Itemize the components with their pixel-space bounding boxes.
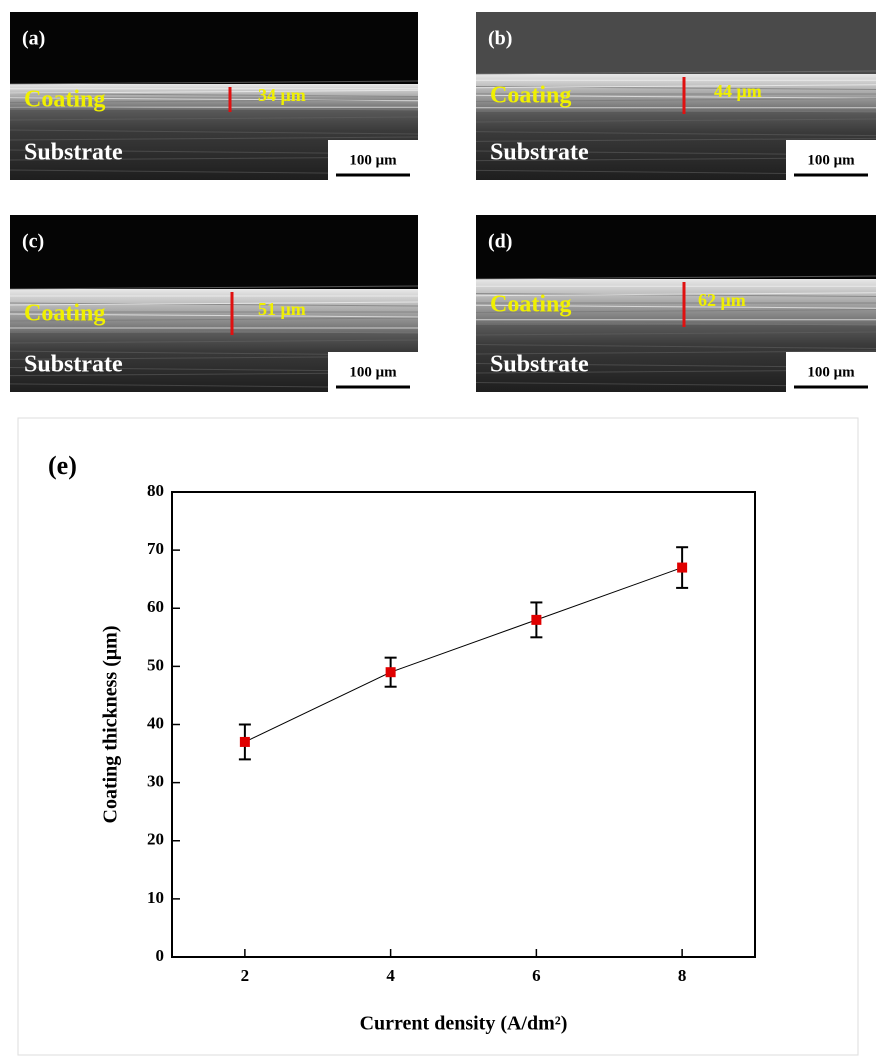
panel-label: (e) <box>48 451 77 480</box>
y-tick-label: 10 <box>147 888 164 907</box>
coating-label: Coating <box>490 83 571 109</box>
data-line <box>245 568 682 742</box>
substrate-label: Substrate <box>24 140 123 166</box>
figure: (a) Coating 34 μm Substrate 100 μm (b) Coating… <box>0 0 876 1059</box>
data-point <box>240 737 250 747</box>
y-axis-label: Coating thickness (μm) <box>100 625 122 823</box>
coating-label: Coating <box>490 292 571 318</box>
y-tick-label: 0 <box>156 946 165 965</box>
data-point <box>531 615 541 625</box>
scale-label: 100 μm <box>807 364 855 380</box>
y-tick-label: 50 <box>147 655 164 674</box>
plot-frame <box>172 492 755 957</box>
panel-label: (c) <box>22 231 44 253</box>
thickness-label: 51 μm <box>258 299 306 319</box>
x-tick-label: 6 <box>532 966 541 985</box>
panel-label: (a) <box>22 28 45 50</box>
scale-label: 100 μm <box>807 152 855 168</box>
sem-image: (b) Coating 44 μm Substrate 100 μm <box>476 12 876 180</box>
panel-label: (b) <box>488 28 512 50</box>
substrate-label: Substrate <box>24 352 123 378</box>
y-tick-label: 20 <box>147 830 164 849</box>
y-tick-label: 30 <box>147 772 164 791</box>
substrate-label: Substrate <box>490 140 589 166</box>
coating-label: Coating <box>24 87 105 113</box>
x-tick-label: 8 <box>678 966 687 985</box>
y-tick-label: 40 <box>147 713 164 732</box>
sem-image: (c) Coating 51 μm Substrate 100 μm <box>10 215 418 392</box>
scale-label: 100 μm <box>349 152 397 168</box>
data-point <box>386 667 396 677</box>
x-axis-label: Current density (A/dm²) <box>360 1013 568 1035</box>
thickness-label: 44 μm <box>714 81 762 101</box>
x-tick-label: 4 <box>386 966 395 985</box>
chart-frame <box>18 418 858 1055</box>
thickness-label: 62 μm <box>698 290 746 310</box>
data-point <box>677 563 687 573</box>
x-tick-label: 2 <box>241 966 250 985</box>
substrate-label: Substrate <box>490 352 589 378</box>
sem-image: (d) Coating 62 μm Substrate 100 μm <box>476 215 876 392</box>
panel-label: (d) <box>488 231 512 253</box>
sem-image: (a) Coating 34 μm Substrate 100 μm <box>10 12 418 180</box>
coating-label: Coating <box>24 301 105 327</box>
thickness-label: 34 μm <box>258 85 306 105</box>
y-tick-label: 80 <box>147 481 164 500</box>
scale-label: 100 μm <box>349 364 397 380</box>
y-tick-label: 60 <box>147 597 164 616</box>
y-tick-label: 70 <box>147 539 164 558</box>
